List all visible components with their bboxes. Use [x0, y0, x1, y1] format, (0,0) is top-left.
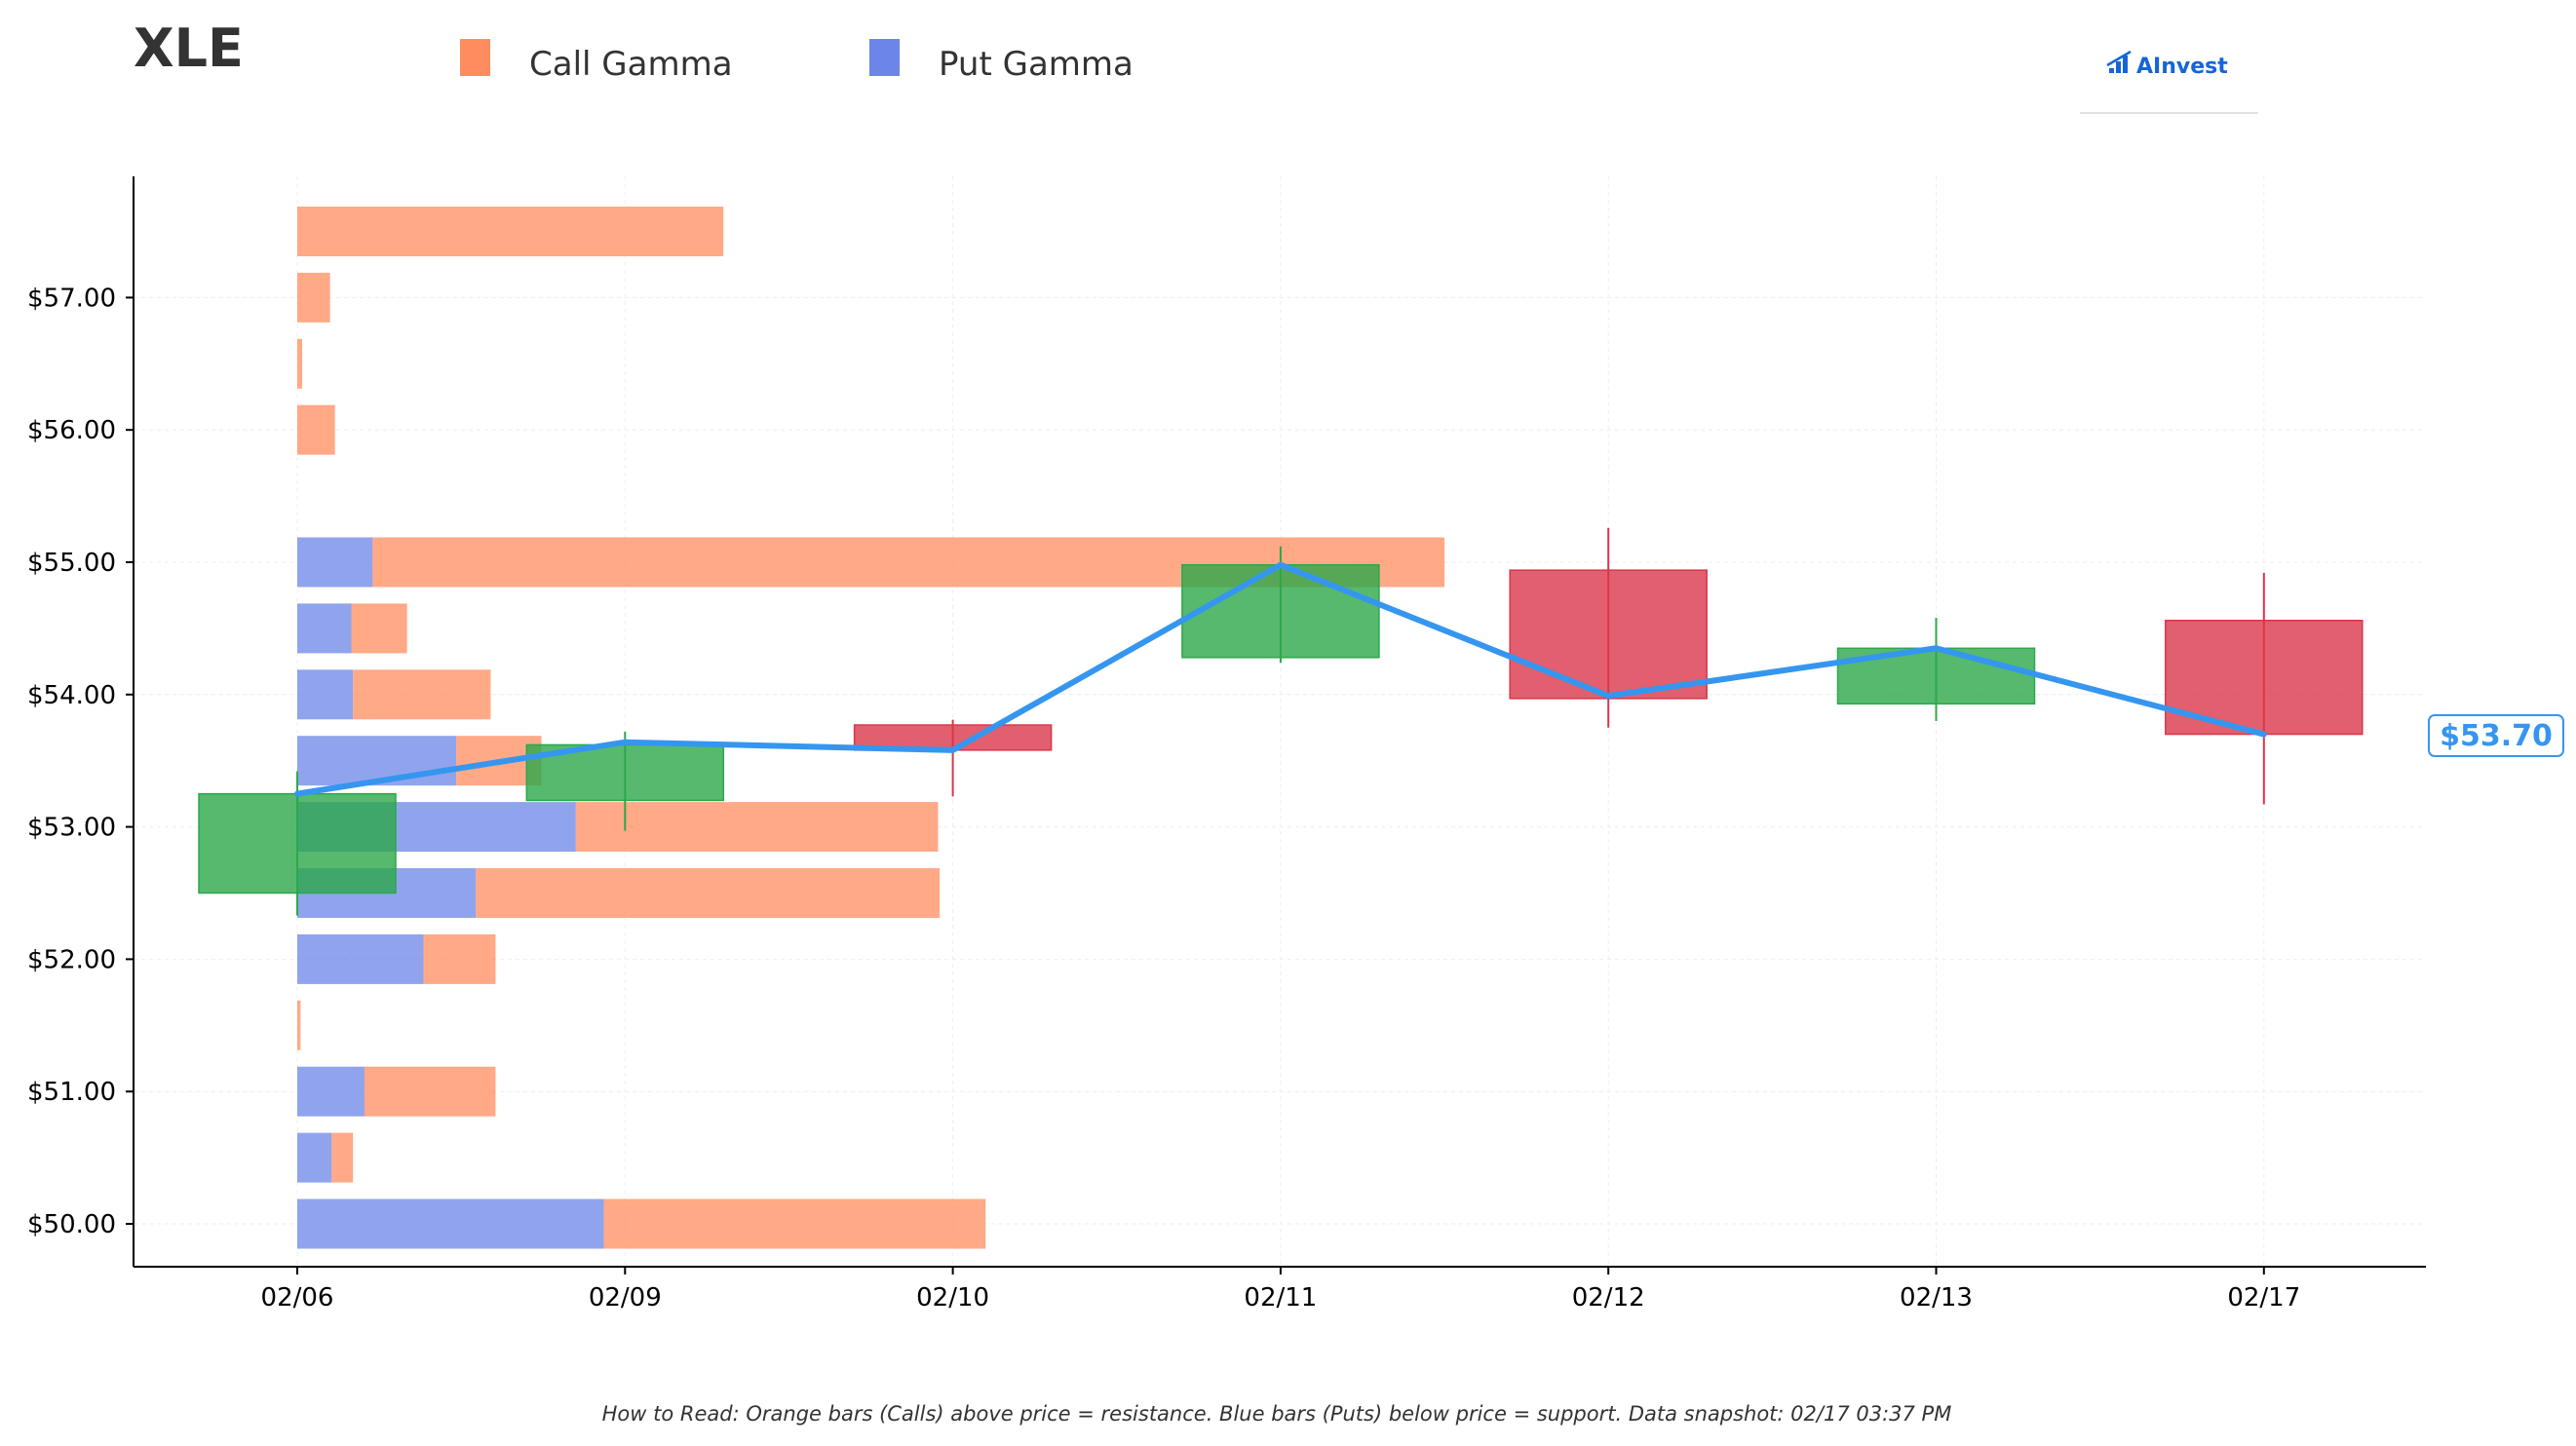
y-tick-label-7: $57.00 [27, 284, 116, 313]
x-ticks: 02/06 02/09 02/10 02/11 02/12 02/13 02/17 [261, 1267, 2300, 1313]
put-gamma-bar-12 [297, 1066, 365, 1117]
call-gamma-bar-9 [476, 868, 941, 918]
candle-body-0 [198, 792, 397, 894]
chart-title: XLE [134, 18, 244, 79]
candle-body-4 [1509, 569, 1708, 700]
y-tick-label-1: $51.00 [27, 1078, 116, 1107]
x-tick-label-0: 02/06 [261, 1283, 334, 1313]
call-gamma-bar-10 [423, 933, 496, 984]
call-gamma-bar-6 [353, 669, 491, 720]
x-tick-label-3: 02/11 [1244, 1283, 1317, 1313]
x-tick-label-1: 02/09 [589, 1283, 662, 1313]
y-tick-label-3: $53.00 [27, 814, 116, 843]
y-tick-label-2: $52.00 [27, 945, 116, 974]
y-tick-label-0: $50.00 [27, 1210, 116, 1239]
bar-chart-icon [2106, 50, 2132, 73]
brand-name: AInvest [2136, 55, 2228, 79]
y-ticks: $50.00 $51.00 $52.00 $53.00 $54.00 $55.00 $56.… [27, 284, 134, 1239]
call-gamma-bar-2 [297, 338, 303, 389]
x-tick-label-6: 02/17 [2227, 1283, 2300, 1313]
put-gamma-bar-7 [297, 736, 457, 786]
last-price-tag: $53.70 [2428, 714, 2564, 757]
y-tick-label-6: $56.00 [27, 416, 116, 445]
price-line [294, 561, 2267, 797]
y-tick-label-5: $55.00 [27, 549, 116, 578]
call-gamma-bar-5 [351, 603, 407, 654]
x-tick-label-4: 02/12 [1572, 1283, 1645, 1313]
footnote: How to Read: Orange bars (Calls) above p… [602, 1402, 1952, 1426]
call-gamma-bar-1 [297, 272, 330, 323]
x-tick-label-2: 02/10 [916, 1283, 989, 1313]
call-gamma-bar-13 [331, 1132, 354, 1183]
call-gamma-bar-14 [603, 1199, 986, 1249]
put-gamma-bar-13 [297, 1132, 332, 1183]
legend-swatch-put [869, 39, 900, 76]
close-price-line [294, 561, 2267, 797]
legend-label-put: Put Gamma [939, 45, 1134, 84]
brand-logo: AInvest [2080, 50, 2258, 114]
put-gamma-bar-6 [297, 669, 354, 720]
put-gamma-bar-5 [297, 603, 352, 654]
put-gamma-bar-4 [297, 537, 373, 588]
legend-label-call: Call Gamma [529, 45, 733, 84]
last-price-box [2428, 714, 2564, 757]
y-tick-label-4: $54.00 [27, 681, 116, 710]
last-price-label: $53.70 [2440, 719, 2553, 753]
candle-body-3 [1181, 563, 1380, 659]
x-tick-label-5: 02/13 [1900, 1283, 1973, 1313]
put-gamma-bar-14 [297, 1199, 604, 1249]
call-gamma-bar-11 [297, 1000, 301, 1050]
call-gamma-bar-8 [575, 802, 939, 853]
call-gamma-bar-3 [297, 404, 335, 455]
legend: Call Gamma Put Gamma [460, 39, 1134, 84]
call-gamma-bar-0 [297, 207, 724, 256]
legend-swatch-call [460, 39, 490, 76]
call-gamma-bar-12 [364, 1066, 496, 1117]
gamma-bars [297, 207, 1445, 1249]
put-gamma-bar-10 [297, 933, 424, 984]
